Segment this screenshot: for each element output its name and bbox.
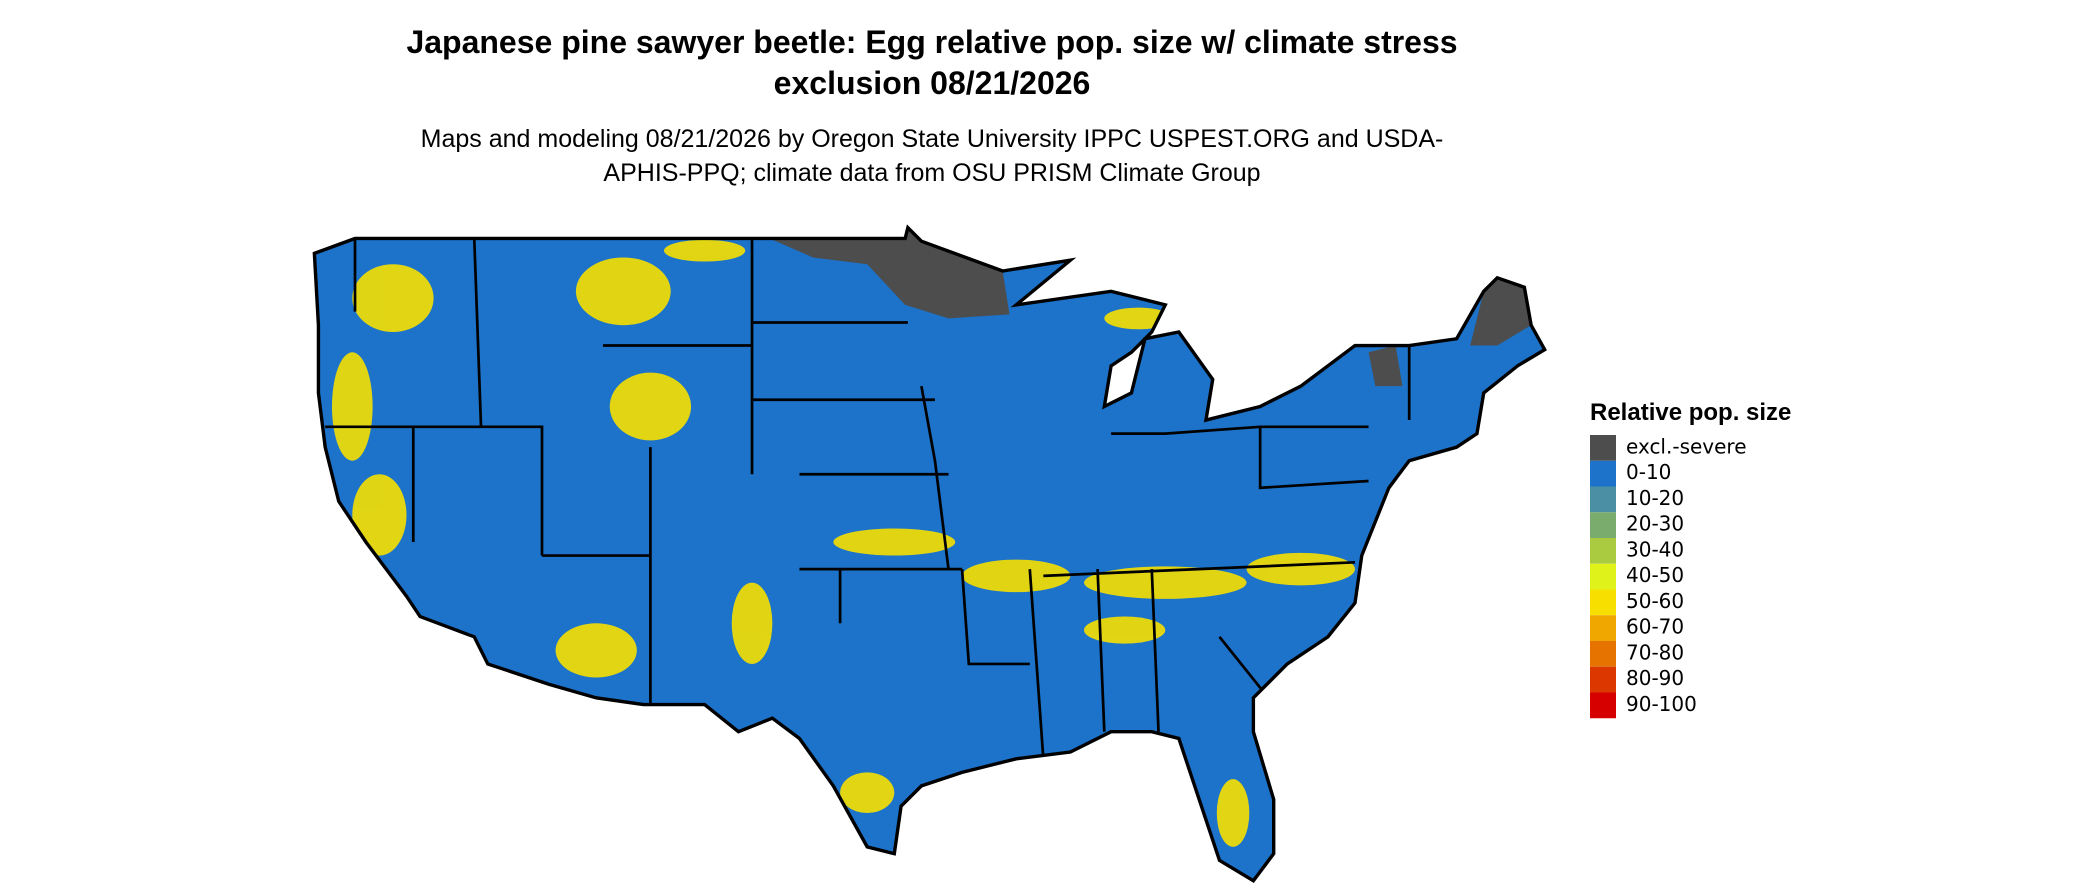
legend-label: 80-90 (1626, 666, 1684, 690)
legend-label: 50-60 (1626, 589, 1684, 613)
legend-label: 30-40 (1626, 537, 1684, 561)
legend-swatch (1590, 486, 1616, 513)
border (312, 224, 1547, 883)
legend-label: 40-50 (1626, 563, 1684, 587)
legend-swatch (1590, 538, 1616, 564)
legend-label: excl.-severe (1626, 434, 1747, 458)
us-map (312, 224, 1547, 883)
suitability-areas (325, 227, 1532, 847)
legend-swatch (1590, 641, 1616, 667)
legend-label: 90-100 (1626, 692, 1697, 716)
legend-label: 70-80 (1626, 640, 1684, 664)
legend-label: 20-30 (1626, 512, 1684, 536)
legend-label: 10-20 (1626, 486, 1684, 510)
legend-swatch (1590, 512, 1616, 538)
legend-title: Relative pop. size (1590, 399, 1791, 426)
legend-swatch (1590, 615, 1616, 641)
legend-swatch (1590, 460, 1616, 487)
legend-swatch (1590, 563, 1616, 590)
legend-swatch (1590, 435, 1616, 461)
legend: excl.-severe0-1010-2020-3030-4040-5050-6… (1590, 434, 1747, 719)
legend-swatch (1590, 666, 1616, 693)
legend-label: 60-70 (1626, 615, 1684, 639)
legend-label: 0-10 (1626, 460, 1671, 484)
map-subtitle: Maps and modeling 08/21/2026 by Oregon S… (420, 125, 1444, 187)
legend-swatch (1590, 589, 1616, 616)
legend-swatch (1590, 692, 1616, 719)
map-title: Japanese pine sawyer beetle: Egg relativ… (406, 24, 1458, 101)
